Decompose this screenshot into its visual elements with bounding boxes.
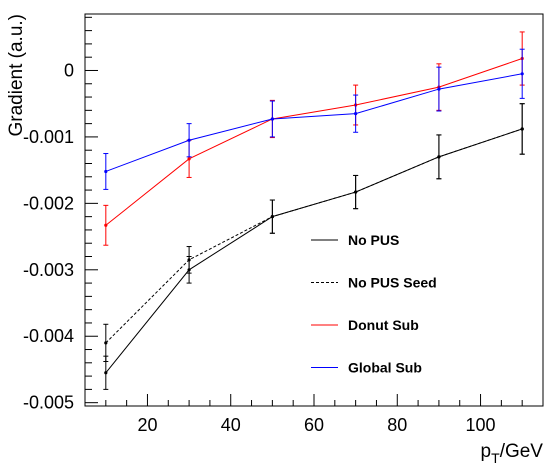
- x-tick-label: 100: [466, 415, 496, 435]
- data-point: [104, 371, 108, 375]
- data-point: [270, 117, 274, 121]
- y-tick-label: -0.003: [23, 260, 74, 280]
- plot-content: [103, 31, 525, 390]
- y-tick-label: -0.004: [23, 326, 74, 346]
- series-line-0: [105, 128, 523, 374]
- data-point: [520, 127, 524, 131]
- legend-label-0: No PUS: [348, 232, 399, 248]
- x-tick-label: 20: [137, 415, 157, 435]
- x-axis-title: pT/GeV: [481, 441, 544, 466]
- data-point: [187, 258, 191, 262]
- y-tick-label: -0.001: [23, 127, 74, 147]
- data-point: [187, 138, 191, 142]
- y-tick-label: -0.005: [23, 393, 74, 413]
- legend-label-1: No PUS Seed: [348, 275, 437, 291]
- series-line-3: [105, 73, 523, 172]
- plot-frame: [84, 13, 544, 407]
- x-tick-label: 40: [221, 415, 241, 435]
- x-tick-label: 80: [387, 415, 407, 435]
- legend: No PUS No PUS Seed Donut Sub Global Sub: [311, 232, 437, 376]
- data-point: [270, 215, 274, 219]
- y-tick-label: 0: [64, 60, 74, 80]
- x-axis-title-unit: /GeV: [500, 441, 544, 462]
- legend-label-3: Global Sub: [348, 360, 422, 376]
- y-tick-label: -0.002: [23, 193, 74, 213]
- data-point: [520, 72, 524, 76]
- x-tick-label: 60: [304, 415, 324, 435]
- data-point: [104, 223, 108, 227]
- x-axis-title-subscript: T: [491, 450, 500, 466]
- series-line-2: [105, 58, 523, 226]
- y-axis-title: Gradient (a.u.): [6, 14, 27, 137]
- data-point: [354, 112, 358, 116]
- data-point: [104, 169, 108, 174]
- tick-labels: 20 40 60 80 100 0 -0.001 -0.002 -0.003 -0.004 -0.0…: [23, 60, 496, 435]
- axis-ticks: [84, 16, 544, 406]
- data-point: [354, 190, 358, 194]
- data-point: [437, 87, 441, 91]
- series-line-1: [105, 128, 523, 344]
- data-point: [437, 155, 441, 159]
- legend-label-2: Donut Sub: [348, 317, 419, 333]
- x-axis-title-main: p: [481, 441, 492, 462]
- data-point: [104, 341, 108, 345]
- data-point: [187, 157, 191, 161]
